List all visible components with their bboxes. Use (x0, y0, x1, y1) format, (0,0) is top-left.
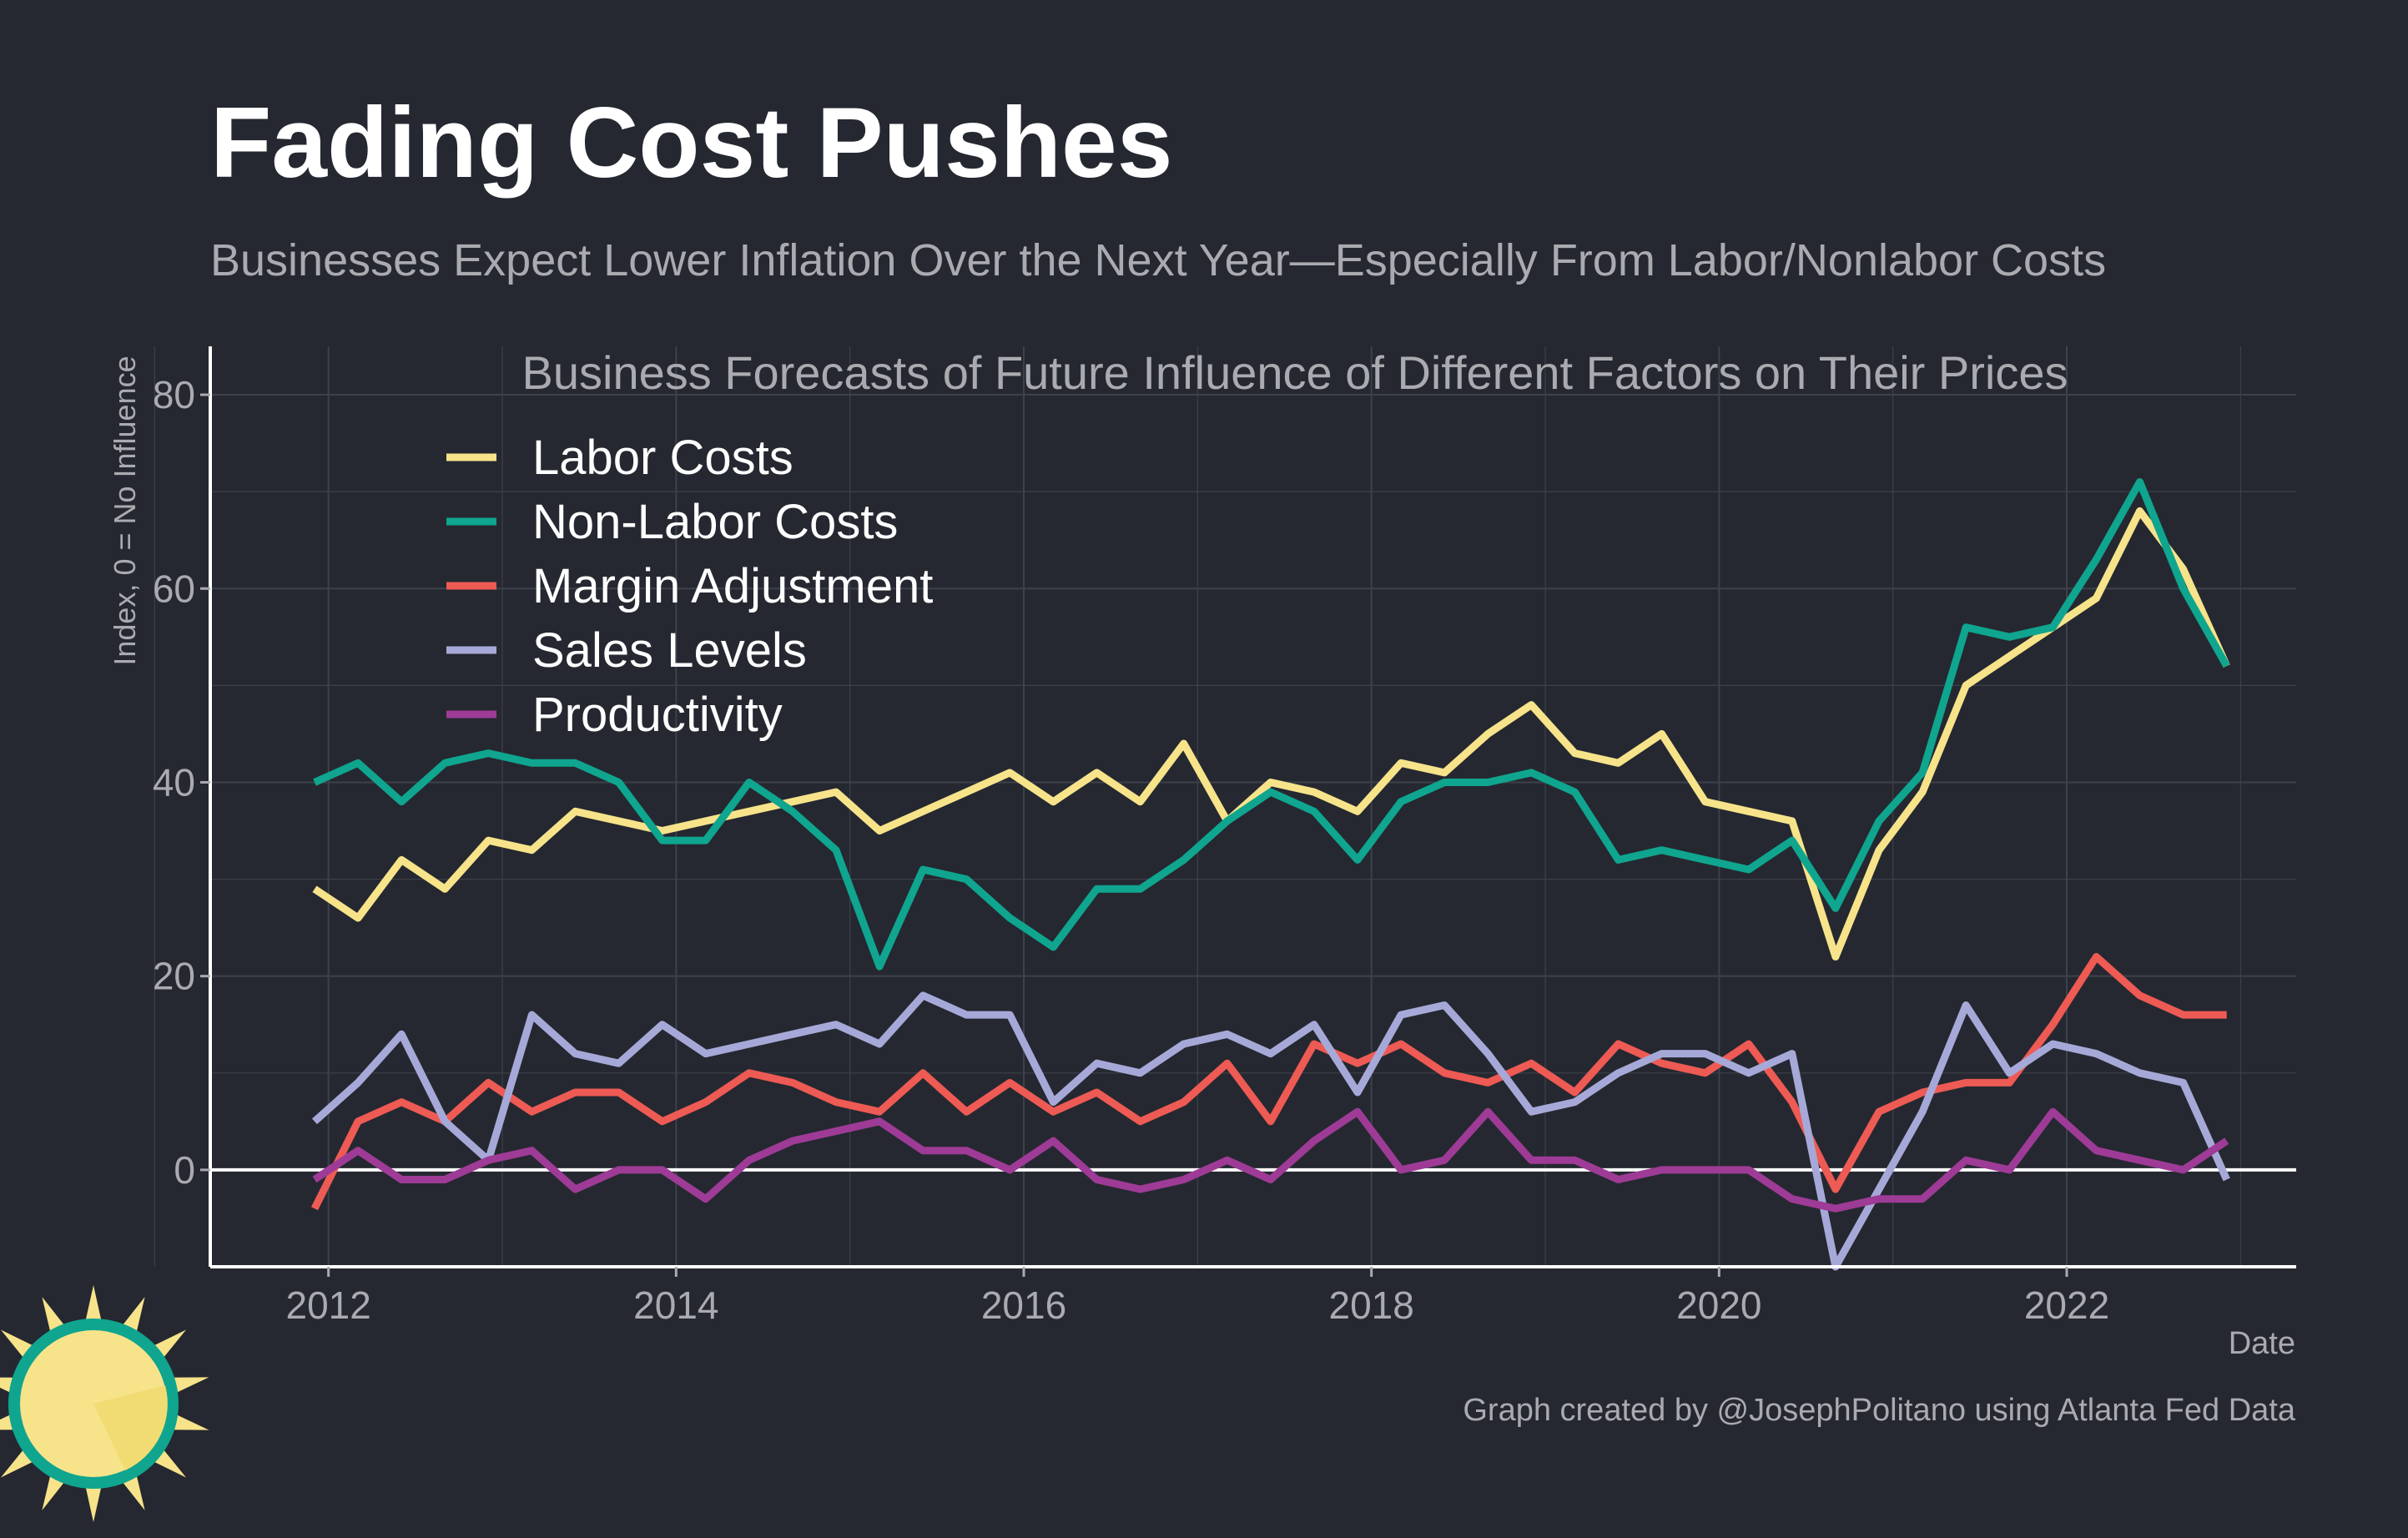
sun-ray (83, 1478, 103, 1522)
y-tick-label: 20 (153, 955, 195, 998)
x-tick-label: 2020 (1676, 1283, 1761, 1327)
grid (154, 346, 2296, 1268)
series-lines (310, 478, 2230, 1271)
subtitle: Businesses Expect Lower Inflation Over t… (210, 235, 2106, 285)
x-tick-label: 2018 (1328, 1283, 1413, 1327)
credit-text: Graph created by @JosephPolitano using A… (1463, 1393, 2295, 1428)
series-line-labor-costs (312, 507, 2230, 961)
y-axis-label: Index, 0 = No Influence (108, 356, 142, 665)
axes (209, 346, 2296, 1268)
series-line-productivity (312, 1107, 2229, 1213)
legend-label: Labor Costs (532, 431, 793, 485)
main-title: Fading Cost Pushes (210, 87, 1172, 199)
legend-label: Productivity (532, 688, 783, 742)
legend-label: Margin Adjustment (532, 559, 933, 613)
series-line-non-labor-costs (313, 478, 2230, 971)
x-tick-label: 2012 (285, 1283, 370, 1327)
series-line-sales-levels (312, 991, 2230, 1271)
y-tick-label: 40 (153, 760, 195, 804)
y-tick-label: 80 (153, 373, 195, 416)
x-axis-label: Date (2229, 1326, 2295, 1361)
y-tick-label: 0 (174, 1148, 195, 1192)
x-tick-label: 2014 (633, 1283, 718, 1327)
sun-logo-icon (0, 1285, 209, 1522)
y-tick-label: 60 (153, 567, 195, 610)
legend-label: Non-Labor Costs (532, 495, 898, 549)
chart-title: Business Forecasts of Future Influence o… (522, 346, 2068, 399)
sun-ray (83, 1285, 103, 1329)
y-tick-labels: 0 20 40 60 80 (153, 373, 210, 1192)
x-tick-label: 2016 (981, 1283, 1066, 1327)
x-tick-label: 2022 (2024, 1283, 2109, 1327)
x-tick-labels: 2012 2014 2016 2018 2020 2022 (285, 1267, 2109, 1327)
legend: Labor Costs Non-Labor Costs Margin Adjustm… (446, 431, 933, 742)
series-line-margin-adjustment (310, 953, 2227, 1211)
legend-label: Sales Levels (532, 623, 807, 678)
